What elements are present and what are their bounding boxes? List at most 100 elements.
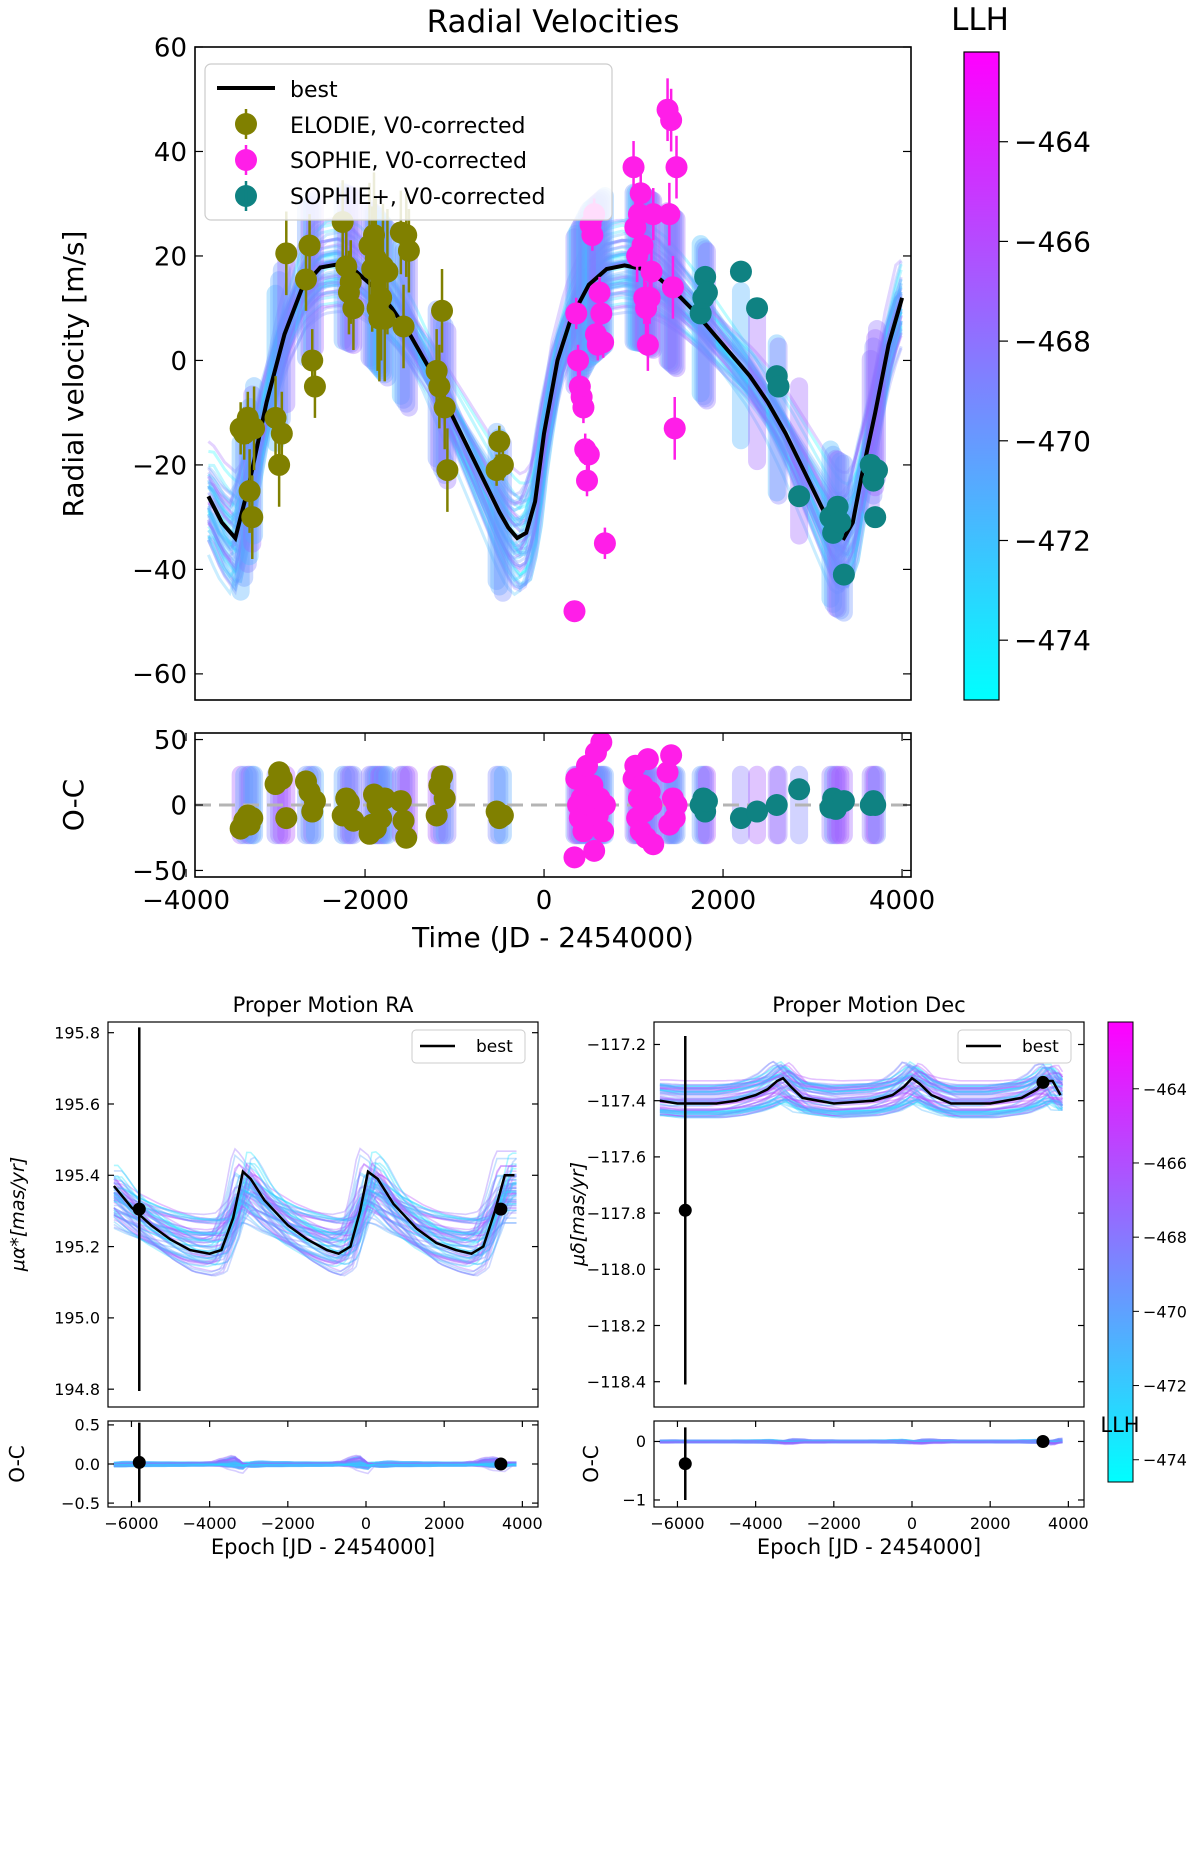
pm-posterior-curve — [659, 1440, 1063, 1444]
pm-posterior-curve — [659, 1098, 1063, 1117]
pm-posterior-curve — [659, 1070, 1063, 1101]
y-tick-label: −118.2 — [587, 1316, 646, 1335]
elodie-point — [303, 375, 326, 398]
sophie-plus-oc-point — [765, 794, 788, 816]
pm-posterior-curve — [659, 1080, 1064, 1100]
pm-posterior-curve — [113, 1206, 517, 1237]
x-tick-label: −4000 — [142, 886, 230, 916]
pm-posterior-curve — [113, 1150, 517, 1244]
pm-posterior-curve — [659, 1438, 1063, 1443]
pm-posterior-curve — [659, 1083, 1063, 1110]
pm-posterior-curve — [659, 1083, 1064, 1111]
elodie-oc-point — [491, 804, 514, 827]
colorbar-bottom-tick-label: −466 — [1143, 1154, 1187, 1173]
pm-dec-legend-box — [957, 1029, 1072, 1064]
pm-posterior-curve — [659, 1441, 1063, 1444]
pm-posterior-curve — [659, 1081, 1063, 1114]
posterior-curve — [207, 277, 903, 557]
pm-posterior-curve — [659, 1067, 1064, 1095]
elodie-point — [270, 422, 293, 445]
pm-posterior-curve — [659, 1069, 1064, 1091]
pm-dec-oc-ylabel: O-C — [579, 1445, 603, 1482]
pm-posterior-curve — [113, 1192, 518, 1249]
sophie-point — [565, 302, 588, 325]
posterior-curve — [207, 274, 903, 571]
pm-posterior-curve — [113, 1461, 517, 1466]
pm-dec-ylabel: μδ[mas/yr] — [567, 1162, 589, 1267]
pm-posterior-curve — [113, 1192, 517, 1265]
sophie-point — [640, 260, 663, 283]
pm-posterior-curve — [113, 1192, 517, 1262]
y-tick-label: 0.0 — [75, 1455, 100, 1474]
elodie-point — [397, 239, 420, 262]
sophie-oc-point — [665, 794, 688, 816]
x-tick-label: 2000 — [690, 886, 756, 916]
sophie-oc-point — [656, 761, 679, 784]
elodie-point — [392, 315, 415, 338]
pm-posterior-curve — [113, 1456, 517, 1465]
pm-ra-legend-label: best — [476, 1037, 513, 1057]
pm-posterior-curve — [113, 1456, 517, 1468]
posterior-curve — [207, 289, 903, 544]
sophie-oc-point — [636, 748, 659, 771]
sophie-point — [563, 600, 586, 623]
pm-posterior-curve — [113, 1201, 517, 1234]
posterior-curve — [207, 280, 903, 497]
pm-posterior-curve — [113, 1462, 517, 1466]
sophie-plus-oc-point — [695, 790, 718, 813]
pm-ra-oc-panel: −6000 −4000 −2000 0 2000 4000 0.5 0.0 −0.5 O-C E… — [5, 1416, 543, 1559]
rv-xlabel: Time (JD - 2454000) — [411, 921, 694, 954]
pm-posterior-curve — [113, 1460, 517, 1470]
pm-posterior-curve — [659, 1439, 1063, 1445]
rv-legend-box — [204, 63, 613, 221]
legend-best-label: best — [290, 78, 338, 103]
pm-posterior-curve — [659, 1439, 1063, 1443]
x-tick-label: −4000 — [183, 1514, 237, 1533]
colorbar-top-tick-label: −470 — [1014, 425, 1091, 458]
pm-posterior-curve — [113, 1186, 517, 1267]
y-tick-label: 50 — [154, 726, 187, 756]
pm-posterior-curve — [113, 1460, 517, 1470]
pm-posterior-curve — [113, 1191, 517, 1277]
pm-posterior-curve — [659, 1440, 1063, 1444]
elodie-point — [428, 375, 451, 398]
rv-oc-points — [229, 733, 887, 869]
x-tick-label: 0 — [536, 886, 553, 916]
sophie-point — [592, 331, 615, 354]
posterior-curve — [207, 216, 903, 559]
colorbar-bottom-tick-label: −468 — [1143, 1228, 1187, 1247]
pm-posterior-curve — [659, 1101, 1063, 1113]
sophie-point — [572, 396, 595, 419]
pm-ra-band — [113, 1147, 518, 1277]
pm-posterior-curve — [113, 1462, 517, 1466]
elodie-point — [339, 271, 362, 294]
pm-posterior-curve — [659, 1099, 1063, 1114]
pm-posterior-curve — [659, 1441, 1063, 1444]
sophie-point — [590, 302, 613, 325]
pm-posterior-curve — [113, 1462, 517, 1466]
x-tick-label: 2000 — [424, 1514, 465, 1533]
elodie-oc-point — [342, 809, 365, 832]
x-tick-label: 0 — [361, 1514, 371, 1533]
pm-ra-title: Proper Motion RA — [233, 993, 414, 1017]
pm-posterior-curve — [113, 1201, 517, 1268]
pm-posterior-curve — [659, 1439, 1063, 1445]
pm-posterior-curve — [659, 1101, 1064, 1116]
pm-posterior-curve — [659, 1098, 1064, 1113]
posterior-curve — [207, 255, 903, 547]
sophie-plus-oc-point — [788, 778, 811, 801]
sophie-point — [593, 532, 616, 555]
pm-posterior-curve — [659, 1439, 1063, 1444]
sophie-point — [665, 156, 688, 179]
elodie-point — [436, 459, 459, 482]
pm-dec-oc-axes-frame — [653, 1420, 1085, 1508]
pm-posterior-curve — [113, 1182, 517, 1224]
elodie-oc-point — [303, 790, 326, 813]
elodie-oc-point — [370, 807, 393, 830]
pm-posterior-curve — [113, 1462, 517, 1467]
pm-posterior-curve — [659, 1097, 1064, 1115]
legend-sophie-label: SOPHIE, V0-corrected — [290, 149, 527, 174]
y-tick-label: 195.4 — [54, 1166, 100, 1185]
y-tick-label: 195.8 — [54, 1023, 100, 1042]
elodie-point — [431, 299, 454, 322]
